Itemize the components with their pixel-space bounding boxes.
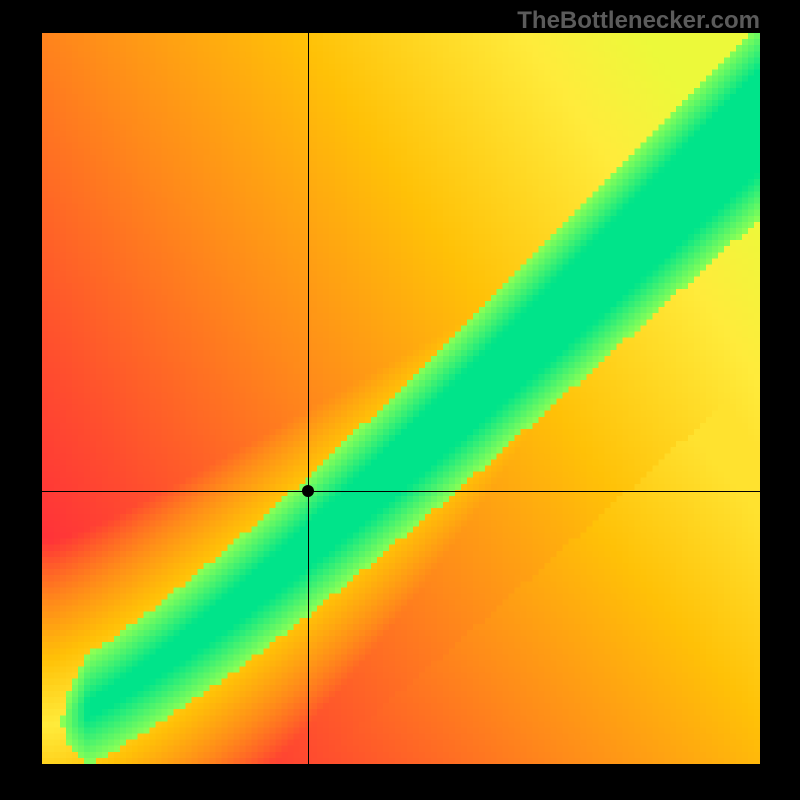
crosshair-horizontal [42,491,760,492]
selection-marker [302,485,314,497]
watermark-text: TheBottlenecker.com [517,7,760,35]
crosshair-vertical [308,33,309,764]
bottleneck-heatmap [42,33,760,764]
